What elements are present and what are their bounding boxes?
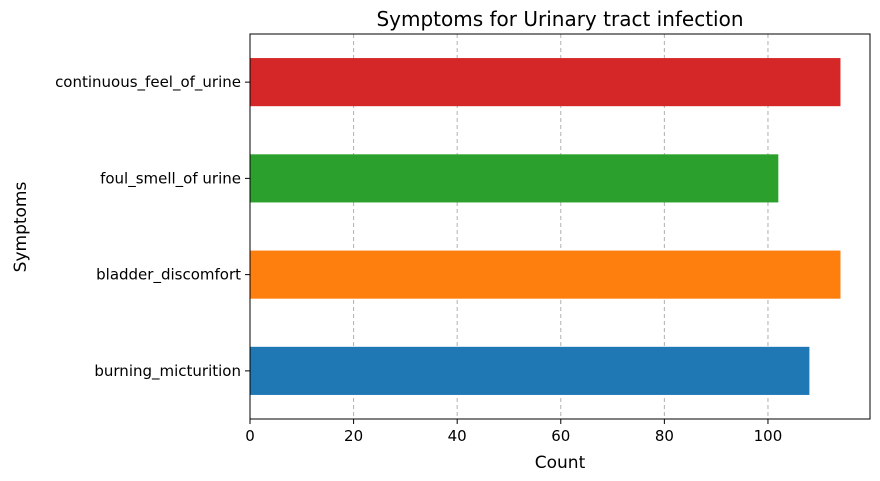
plot-frame <box>249 33 871 420</box>
bar-burning-micturition <box>250 346 810 395</box>
bars <box>250 58 841 395</box>
bar-bladder-discomfort <box>250 250 841 299</box>
y-tick-label: foul_smell_of urine <box>100 169 241 188</box>
chart-title: Symptoms for Urinary tract infection <box>376 7 743 31</box>
x-axis-ticks: 0 20 40 60 80 100 <box>245 419 782 445</box>
y-axis-ticks: burning_micturition bladder_discomfort fou… <box>55 73 250 381</box>
x-axis-label: Count <box>535 453 586 473</box>
bar-continuous-feel-of-urine <box>250 58 841 107</box>
y-axis-label: Symptoms <box>11 182 31 273</box>
x-tick-label: 100 <box>754 427 783 445</box>
y-tick-label: burning_micturition <box>94 362 241 381</box>
y-tick-label: bladder_discomfort <box>96 266 241 285</box>
x-tick-label: 60 <box>551 427 570 445</box>
y-tick-label: continuous_feel_of_urine <box>55 73 241 92</box>
x-tick-label: 20 <box>344 427 363 445</box>
x-tick-label: 40 <box>448 427 467 445</box>
x-tick-label: 80 <box>655 427 674 445</box>
bar-foul-smell-of-urine <box>250 154 779 203</box>
x-tick-label: 0 <box>245 427 255 445</box>
